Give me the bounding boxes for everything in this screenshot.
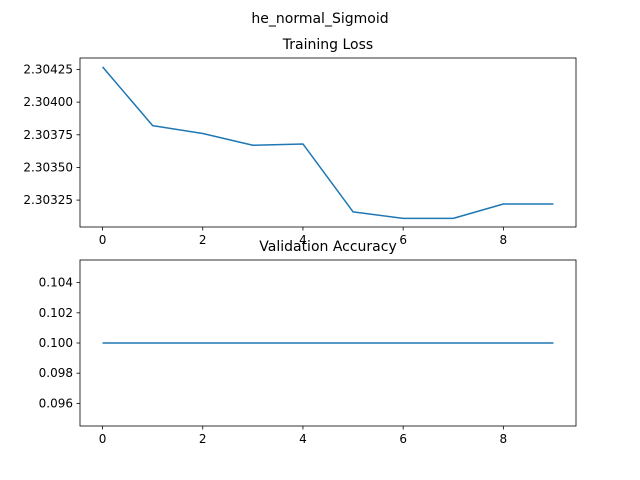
validation-accuracy-panel: 0 2 4 6 8 0.096 0.098 0.100 0.102 0.104 Validation… xyxy=(39,239,577,446)
training-loss-y-tick-label: 2.30350 xyxy=(23,160,73,174)
validation-accuracy-x-tick-label: 4 xyxy=(299,432,307,446)
validation-accuracy-x-tick-label: 2 xyxy=(199,432,207,446)
training-loss-title: Training Loss xyxy=(282,37,373,53)
training-loss-x-tick-label: 6 xyxy=(399,233,407,247)
validation-accuracy-x-tick-label: 0 xyxy=(99,432,107,446)
figure-suptitle: he_normal_Sigmoid xyxy=(251,11,388,27)
validation-accuracy-x-tick-label: 6 xyxy=(399,432,407,446)
training-loss-x-tick-label: 2 xyxy=(199,233,207,247)
training-loss-axes-frame xyxy=(79,57,577,228)
training-loss-line xyxy=(101,66,554,220)
validation-accuracy-x-tick-label: 8 xyxy=(500,432,508,446)
subplots: 0 2 4 6 8 2.30325 2.30350 2.30375 2.30400 2.30425… xyxy=(23,37,577,446)
training-loss-y-tick-label: 2.30400 xyxy=(23,95,73,109)
validation-accuracy-y-tick-label: 0.102 xyxy=(39,306,73,320)
validation-accuracy-y-tick-label: 0.104 xyxy=(39,276,73,290)
training-loss-x-tick-label: 8 xyxy=(500,233,508,247)
validation-accuracy-y-tick-label: 0.098 xyxy=(39,366,73,380)
training-loss-panel: 0 2 4 6 8 2.30325 2.30350 2.30375 2.30400 2.30425… xyxy=(23,37,577,247)
validation-accuracy-y-tick-label: 0.096 xyxy=(39,396,73,410)
validation-accuracy-y-tick-label: 0.100 xyxy=(39,336,73,350)
training-loss-x-tick-label: 4 xyxy=(299,233,307,247)
validation-accuracy-title: Validation Accuracy xyxy=(259,239,397,255)
training-loss-y-tick-label: 2.30375 xyxy=(23,128,73,142)
training-loss-x-tick-label: 0 xyxy=(99,233,107,247)
training-loss-y-tick-label: 2.30425 xyxy=(23,62,73,76)
training-loss-y-tick-label: 2.30325 xyxy=(23,193,73,207)
